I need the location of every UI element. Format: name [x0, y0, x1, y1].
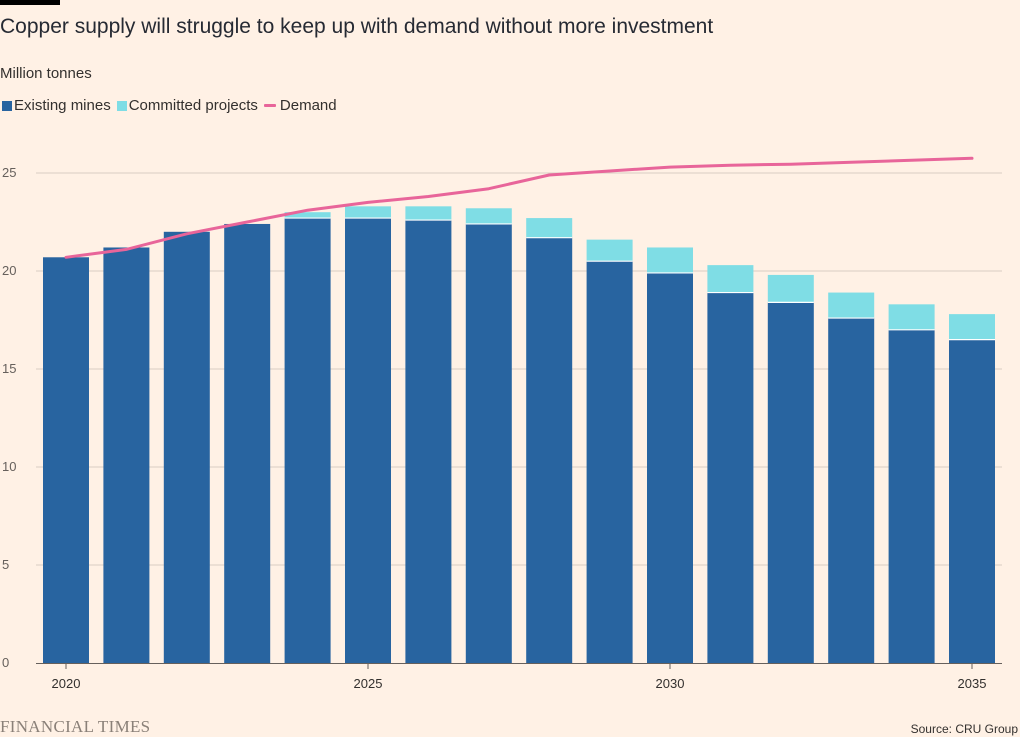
y-tick-label-20: 20 — [2, 263, 16, 278]
legend-label-demand: Demand — [279, 97, 337, 114]
x-tick-label-2035: 2035 — [958, 676, 987, 691]
legend-label-existing: Existing mines — [14, 97, 111, 114]
legend-item-demand: Demand — [263, 97, 337, 114]
bar-existing-2035 — [949, 339, 995, 663]
bar-committed-2025 — [345, 206, 391, 219]
legend-item-existing: Existing mines — [2, 97, 111, 114]
bar-committed-2028 — [526, 218, 573, 238]
source-note: Source: CRU Group — [910, 722, 1018, 736]
legend-item-committed: Committed projects — [116, 97, 258, 114]
bar-existing-2023 — [224, 223, 271, 663]
bar-committed-2033 — [828, 292, 875, 319]
bar-committed-2027 — [465, 208, 512, 224]
bar-existing-2022 — [163, 231, 210, 664]
bar-committed-2034 — [888, 304, 935, 330]
legend-swatch-committed — [116, 100, 127, 111]
bar-existing-2026 — [405, 220, 452, 664]
chart-title: Copper supply will struggle to keep up w… — [0, 15, 714, 38]
bar-committed-2031 — [707, 265, 754, 293]
bar-existing-2024 — [284, 218, 331, 663]
bar-existing-2020 — [43, 257, 89, 663]
bar-committed-2029 — [586, 239, 633, 262]
bar-existing-2032 — [767, 302, 814, 663]
y-tick-label-25: 25 — [2, 165, 16, 180]
y-tick-label-15: 15 — [2, 361, 16, 376]
chart-legend: Existing mines Committed projects Demand — [2, 97, 343, 114]
bar-existing-2034 — [888, 329, 935, 663]
legend-swatch-existing — [2, 100, 12, 111]
x-tick-label-2030: 2030 — [656, 676, 685, 691]
bar-committed-2026 — [405, 206, 452, 221]
chart-subtitle: Million tonnes — [0, 65, 92, 82]
top-accent-bar — [0, 0, 60, 5]
demand-line — [64, 156, 974, 259]
y-tick-label-5: 5 — [2, 557, 9, 572]
line-layer — [64, 156, 974, 259]
bar-committed-2035 — [949, 314, 995, 340]
bar-existing-2028 — [526, 237, 573, 663]
bar-existing-2031 — [707, 292, 754, 663]
bar-existing-2021 — [103, 247, 150, 664]
bar-existing-2029 — [586, 261, 633, 663]
x-tick-label-2020: 2020 — [52, 676, 81, 691]
bar-layer — [43, 206, 995, 664]
legend-swatch-demand — [263, 104, 276, 107]
bar-existing-2025 — [345, 218, 391, 663]
x-tick-label-2025: 2025 — [354, 676, 383, 691]
legend-label-committed: Committed projects — [128, 97, 258, 114]
ft-brand-logo: FINANCIAL TIMES — [0, 717, 151, 736]
bar-existing-2033 — [828, 318, 875, 663]
y-tick-label-10: 10 — [2, 459, 16, 474]
bar-committed-2024 — [284, 212, 331, 219]
y-tick-label-0: 0 — [2, 655, 9, 670]
bar-committed-2030 — [647, 247, 693, 273]
bar-committed-2032 — [767, 274, 814, 303]
bar-existing-2027 — [465, 223, 512, 663]
bar-existing-2030 — [647, 272, 693, 663]
